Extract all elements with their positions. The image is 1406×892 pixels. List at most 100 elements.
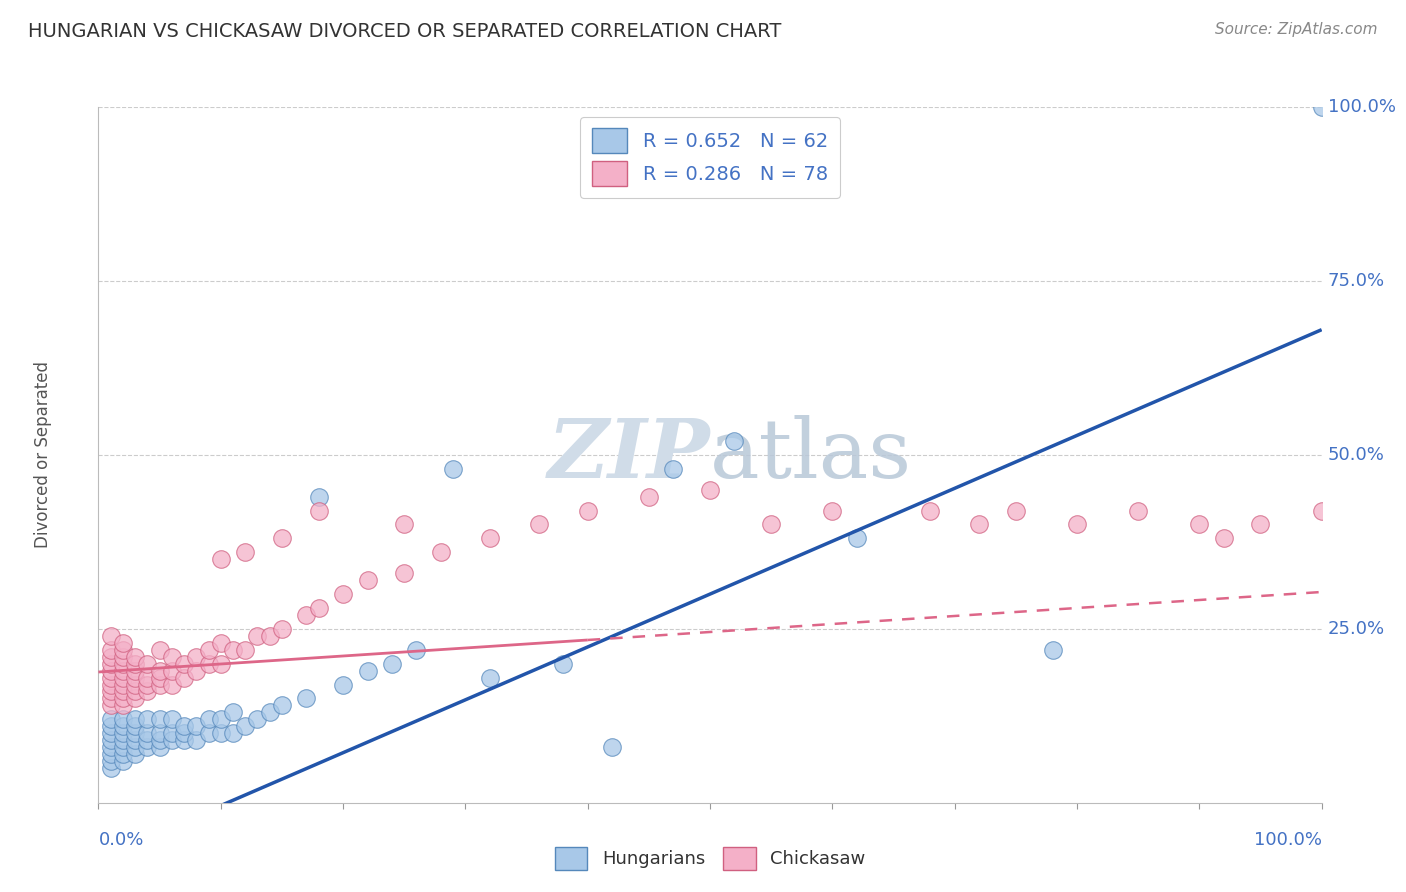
Point: [576, 503, 599, 517]
Point: [295, 607, 318, 622]
Point: [356, 664, 378, 678]
Point: [100, 712, 122, 726]
Point: [136, 712, 159, 726]
Point: [246, 712, 269, 726]
Point: [173, 733, 195, 747]
Point: [173, 726, 195, 740]
Point: [186, 719, 208, 733]
Text: 50.0%: 50.0%: [1327, 446, 1385, 464]
Point: [149, 642, 172, 657]
Text: HUNGARIAN VS CHICKASAW DIVORCED OR SEPARATED CORRELATION CHART: HUNGARIAN VS CHICKASAW DIVORCED OR SEPAR…: [28, 22, 782, 41]
Point: [173, 671, 195, 685]
Point: [1004, 503, 1026, 517]
Point: [222, 726, 245, 740]
Point: [699, 483, 721, 497]
Point: [1310, 100, 1333, 114]
Point: [222, 642, 245, 657]
Point: [124, 657, 146, 671]
Point: [160, 677, 183, 691]
Point: [149, 733, 172, 747]
Point: [100, 726, 122, 740]
Point: [1066, 517, 1088, 532]
Point: [111, 712, 134, 726]
Point: [160, 649, 183, 664]
Point: [111, 754, 134, 768]
Point: [111, 691, 134, 706]
Point: [845, 532, 868, 546]
Point: [259, 629, 281, 643]
Point: [821, 503, 844, 517]
Point: [222, 706, 245, 720]
Point: [197, 726, 219, 740]
Point: [197, 642, 219, 657]
Point: [967, 517, 990, 532]
Point: [124, 726, 146, 740]
Point: [173, 719, 195, 733]
Point: [136, 677, 159, 691]
Point: [100, 677, 122, 691]
Point: [270, 698, 294, 713]
Point: [233, 545, 256, 559]
Point: [209, 636, 232, 650]
Point: [160, 726, 183, 740]
Point: [209, 712, 232, 726]
Point: [111, 649, 134, 664]
Point: [356, 573, 378, 587]
Point: [100, 747, 122, 761]
Text: 0.0%: 0.0%: [98, 830, 143, 848]
Point: [600, 740, 623, 755]
Point: [308, 601, 330, 615]
Point: [186, 733, 208, 747]
Point: [209, 657, 232, 671]
Point: [100, 761, 122, 775]
Point: [332, 677, 354, 691]
Point: [392, 517, 416, 532]
Point: [1128, 503, 1150, 517]
Point: [149, 740, 172, 755]
Point: [100, 698, 122, 713]
Text: 100.0%: 100.0%: [1254, 830, 1322, 848]
Point: [270, 622, 294, 636]
Point: [186, 664, 208, 678]
Point: [761, 517, 783, 532]
Text: 100.0%: 100.0%: [1327, 98, 1396, 116]
Point: [209, 552, 232, 566]
Point: [233, 719, 256, 733]
Point: [149, 712, 172, 726]
Point: [1310, 503, 1333, 517]
Point: [392, 566, 416, 581]
Point: [527, 517, 550, 532]
Point: [124, 747, 146, 761]
Point: [197, 712, 219, 726]
Point: [100, 684, 122, 698]
Legend: Hungarians, Chickasaw: Hungarians, Chickasaw: [547, 839, 873, 877]
Point: [124, 684, 146, 698]
Point: [124, 740, 146, 755]
Point: [233, 642, 256, 657]
Point: [111, 698, 134, 713]
Text: Source: ZipAtlas.com: Source: ZipAtlas.com: [1215, 22, 1378, 37]
Point: [100, 733, 122, 747]
Point: [100, 629, 122, 643]
Point: [1212, 532, 1234, 546]
Point: [100, 719, 122, 733]
Point: [920, 503, 942, 517]
Text: 75.0%: 75.0%: [1327, 272, 1385, 290]
Point: [111, 642, 134, 657]
Point: [637, 490, 661, 504]
Point: [160, 733, 183, 747]
Point: [111, 671, 134, 685]
Point: [160, 664, 183, 678]
Point: [100, 664, 122, 678]
Point: [1188, 517, 1211, 532]
Point: [149, 726, 172, 740]
Point: [100, 657, 122, 671]
Point: [441, 462, 464, 476]
Point: [124, 649, 146, 664]
Point: [136, 733, 159, 747]
Point: [124, 719, 146, 733]
Point: [111, 740, 134, 755]
Point: [160, 712, 183, 726]
Point: [1249, 517, 1271, 532]
Point: [111, 684, 134, 698]
